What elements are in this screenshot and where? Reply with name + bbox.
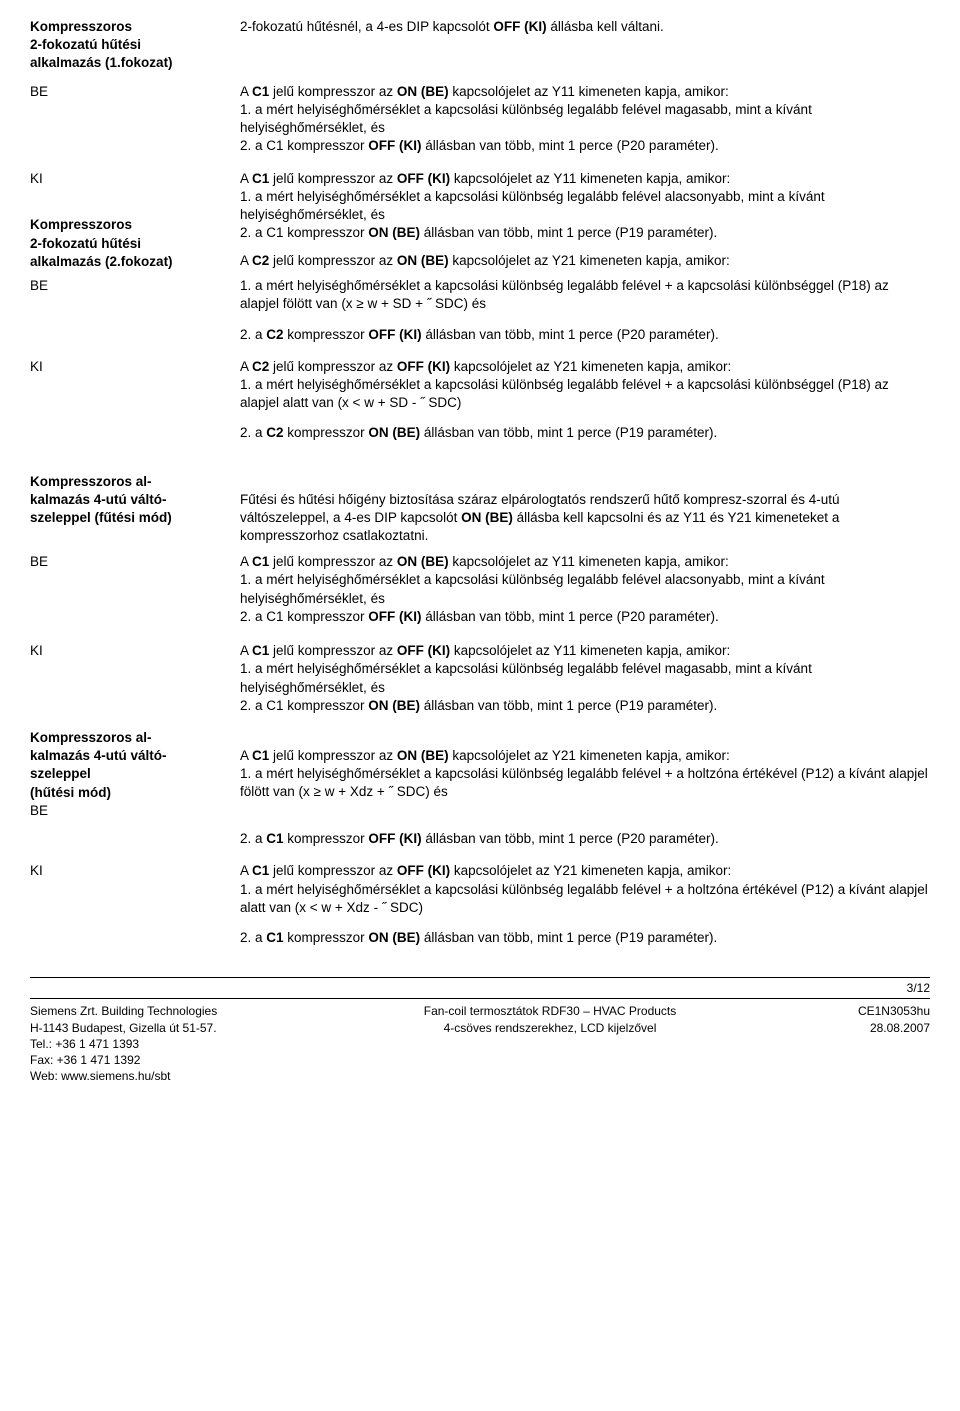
page-number: 3/12 (30, 977, 930, 996)
row-text: 2-fokozatú hűtésnél, a 4-es DIP kapcsoló… (240, 18, 930, 73)
row-text: 2. a C1 kompresszor ON (BE) állásban van… (240, 929, 930, 947)
row-label: KI (30, 358, 240, 413)
row-text: A C1 jelű kompresszor az OFF (KI) kapcso… (240, 862, 930, 917)
row-text: 2. a C2 kompresszor ON (BE) állásban van… (240, 424, 930, 442)
content-row: KIA C2 jelű kompresszor az OFF (KI) kapc… (30, 358, 930, 413)
row-label: Kompresszoros al-kalmazás 4-utú váltó-sz… (30, 729, 240, 820)
content-row: BEA C1 jelű kompresszor az ON (BE) kapcs… (30, 83, 930, 156)
content-row: 2. a C2 kompresszor OFF (KI) állásban va… (30, 326, 930, 344)
row-text: A C2 jelű kompresszor az ON (BE) kapcsol… (240, 252, 930, 271)
content-row: Kompresszoros al-kalmazás 4-utú váltó-sz… (30, 473, 930, 546)
row-text: A C1 jelű kompresszor az ON (BE) kapcsol… (240, 553, 930, 626)
row-label: Kompresszoros al-kalmazás 4-utú váltó-sz… (30, 473, 240, 546)
row-text: A C1 jelű kompresszor az OFF (KI) kapcso… (240, 170, 930, 243)
content-row: 2. a C1 kompresszor OFF (KI) állásban va… (30, 830, 930, 848)
row-label: KI (30, 862, 240, 917)
row-text: A C1 jelű kompresszor az OFF (KI) kapcso… (240, 642, 930, 715)
row-text: 2. a C1 kompresszor OFF (KI) állásban va… (240, 830, 930, 848)
row-text: 1. a mért helyiséghőmérséklet a kapcsolá… (240, 277, 930, 313)
row-text: A C1 jelű kompresszor az ON (BE) kapcsol… (240, 729, 930, 820)
row-label: KI (30, 642, 240, 715)
footer-right: CE1N3053hu28.08.2007 (810, 1003, 930, 1084)
content-row: Kompresszoros2-fokozatú hűtésialkalmazás… (30, 18, 930, 73)
row-label (30, 326, 240, 344)
row-text: A C2 jelű kompresszor az OFF (KI) kapcso… (240, 358, 930, 413)
content-row: Kompresszoros al-kalmazás 4-utú váltó-sz… (30, 729, 930, 820)
content-row: KIA C1 jelű kompresszor az OFF (KI) kapc… (30, 642, 930, 715)
content-row: KIA C1 jelű kompresszor az OFF (KI) kapc… (30, 862, 930, 917)
row-label (30, 424, 240, 442)
row-label: Kompresszoros2-fokozatú hűtésialkalmazás… (30, 18, 240, 73)
content-row: 2. a C2 kompresszor ON (BE) állásban van… (30, 424, 930, 442)
content-row: BE1. a mért helyiséghőmérséklet a kapcso… (30, 277, 930, 313)
footer-wrap: 3/12 Siemens Zrt. Building TechnologiesH… (30, 977, 930, 1084)
row-label: Kompresszoros2-fokozatú hűtésialkalmazás… (30, 216, 240, 271)
footer: Siemens Zrt. Building TechnologiesH-1143… (30, 999, 930, 1084)
content-row: BEA C1 jelű kompresszor az ON (BE) kapcs… (30, 553, 930, 626)
row-label: BE (30, 277, 240, 313)
row-text: A C1 jelű kompresszor az ON (BE) kapcsol… (240, 83, 930, 156)
document-body: Kompresszoros2-fokozatú hűtésialkalmazás… (30, 18, 930, 947)
row-text: Fűtési és hűtési hőigény biztosítása szá… (240, 473, 930, 546)
row-label: BE (30, 83, 240, 156)
footer-left: Siemens Zrt. Building TechnologiesH-1143… (30, 1003, 290, 1084)
footer-center: Fan-coil termosztátok RDF30 – HVAC Produ… (290, 1003, 810, 1084)
row-text: 2. a C2 kompresszor OFF (KI) állásban va… (240, 326, 930, 344)
row-label (30, 830, 240, 848)
content-row: Kompresszoros2-fokozatú hűtésialkalmazás… (30, 252, 930, 271)
content-row: 2. a C1 kompresszor ON (BE) állásban van… (30, 929, 930, 947)
row-label (30, 929, 240, 947)
row-label: BE (30, 553, 240, 626)
